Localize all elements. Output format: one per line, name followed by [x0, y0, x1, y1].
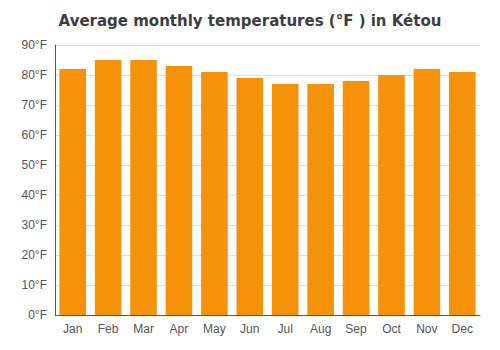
svg-text:Jul: Jul — [278, 322, 293, 336]
svg-text:50°F: 50°F — [22, 158, 47, 172]
svg-text:Dec: Dec — [452, 322, 473, 336]
svg-text:10°F: 10°F — [22, 278, 47, 292]
svg-text:Average monthly temperatures (: Average monthly temperatures (°F ) in Ké… — [59, 12, 442, 30]
svg-text:Jun: Jun — [240, 322, 259, 336]
svg-text:90°F: 90°F — [22, 38, 47, 52]
svg-text:80°F: 80°F — [22, 68, 47, 82]
svg-text:40°F: 40°F — [22, 188, 47, 202]
svg-text:Jan: Jan — [63, 322, 82, 336]
svg-text:0°F: 0°F — [28, 308, 47, 322]
svg-text:70°F: 70°F — [22, 98, 47, 112]
svg-text:Feb: Feb — [98, 322, 119, 336]
svg-text:Sep: Sep — [345, 322, 367, 336]
svg-text:30°F: 30°F — [22, 218, 47, 232]
svg-text:May: May — [203, 322, 226, 336]
svg-text:Oct: Oct — [382, 322, 401, 336]
svg-text:Mar: Mar — [133, 322, 154, 336]
svg-text:20°F: 20°F — [22, 248, 47, 262]
svg-text:Nov: Nov — [416, 322, 437, 336]
svg-text:60°F: 60°F — [22, 128, 47, 142]
svg-text:Apr: Apr — [170, 322, 189, 336]
svg-text:Aug: Aug — [310, 322, 331, 336]
